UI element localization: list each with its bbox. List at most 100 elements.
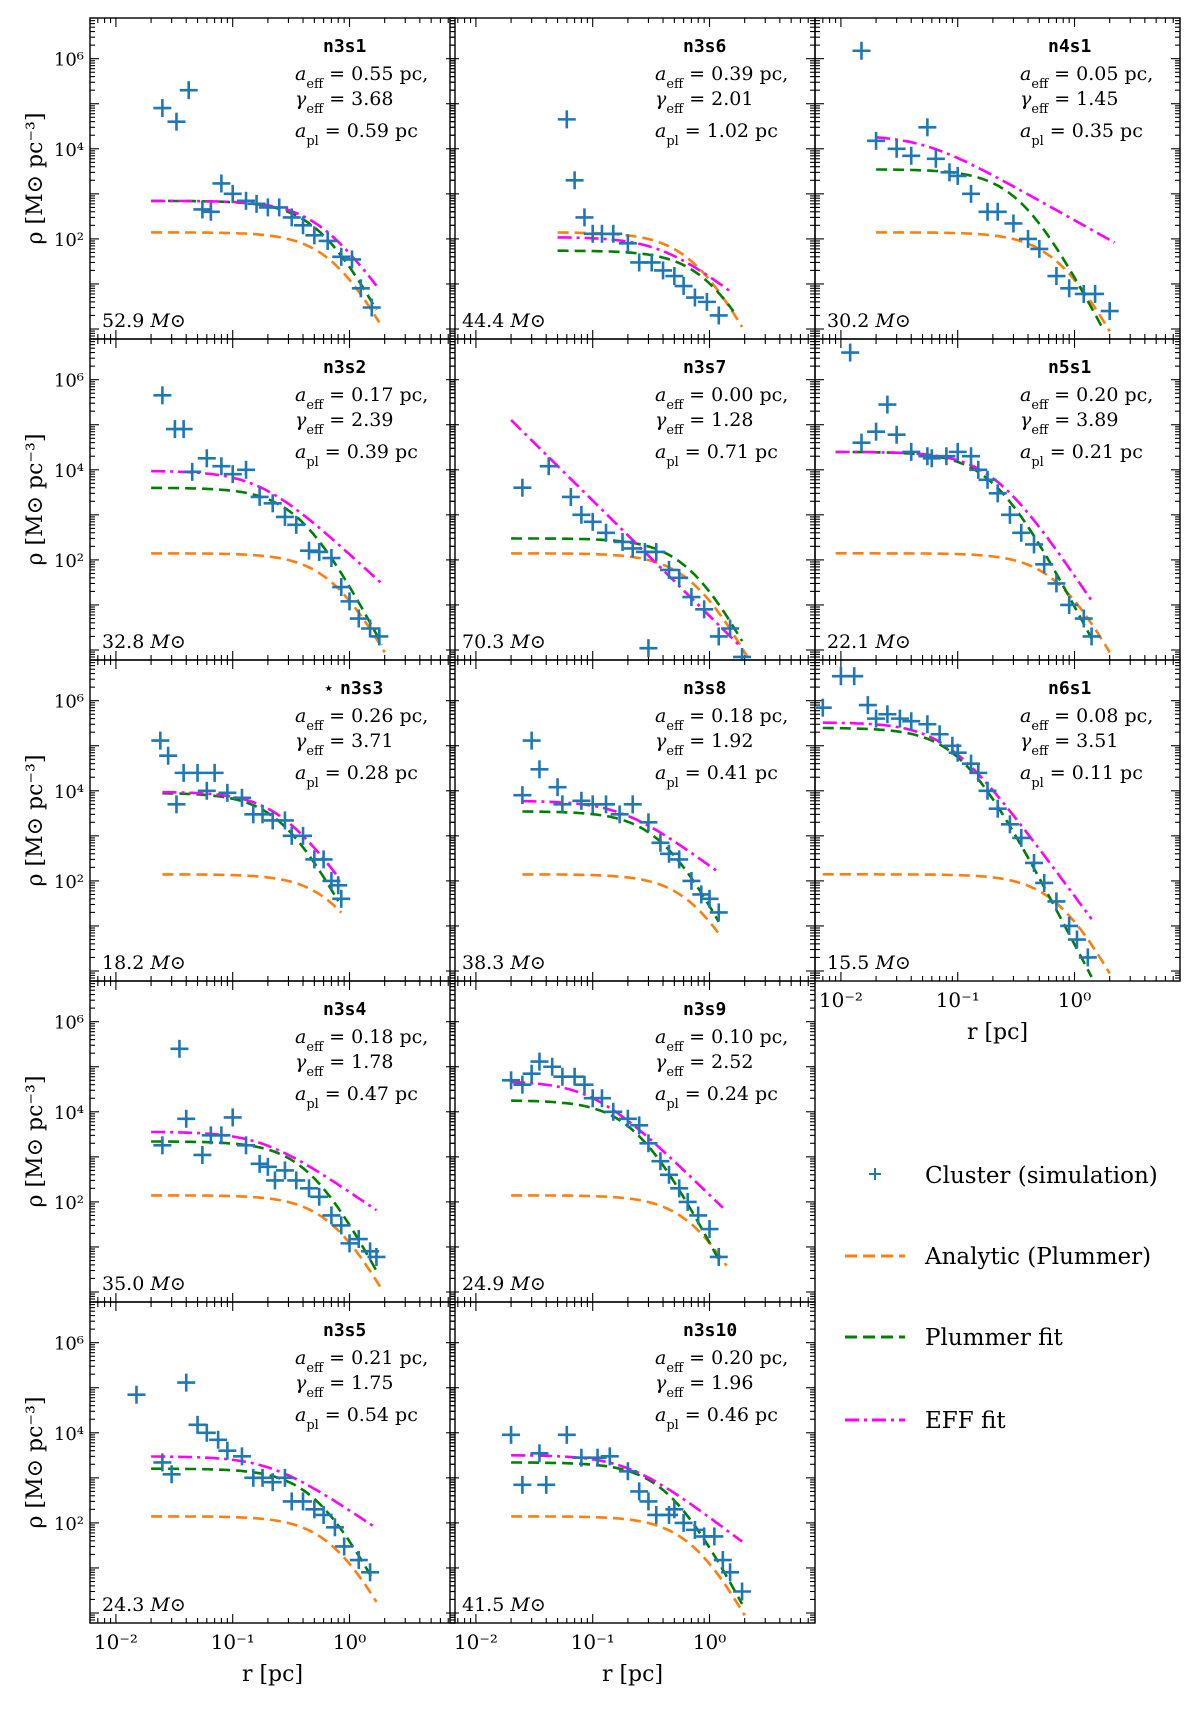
legend-label-plummer: Plummer fit (925, 1325, 1064, 1351)
x-axis-labels: 10⁻² 10⁻¹ 10⁰ r [pc] (454, 1630, 726, 1687)
panel-n3s1: n3s1 aeff = 0.55 pc,γeff = 3.68 apl = 0.59… (23, 17, 456, 340)
cluster-point (530, 1444, 549, 1463)
y-tick-label: 10⁶ (54, 1013, 84, 1034)
cluster-point (218, 1441, 237, 1460)
cluster-point (878, 395, 897, 414)
panel-name: n6s1 (1048, 678, 1091, 699)
panel-name: n3s2 (323, 357, 366, 378)
cluster-point (539, 457, 558, 476)
cluster-point (502, 1071, 521, 1090)
a-pl-label: apl = 0.24 pc (655, 1083, 778, 1112)
cluster-point (705, 1527, 724, 1546)
cluster-point (349, 609, 368, 628)
cluster-point (918, 715, 937, 734)
a-eff-label: aeff = 0.18 pc, (655, 705, 788, 734)
cluster-point (852, 41, 871, 60)
cluster-point (918, 118, 937, 137)
cluster-point (948, 442, 967, 461)
cluster-point (1012, 828, 1031, 847)
panels: n3s1 aeff = 0.55 pc,γeff = 3.68 apl = 0.59… (23, 17, 1181, 1687)
star-marker: ⋆ (323, 678, 340, 699)
analytic-plummer-curve (876, 231, 1111, 333)
analytic-plummer-curve (151, 552, 386, 654)
gamma-eff-label: γeff = 1.92 (655, 730, 753, 759)
cluster-point (890, 709, 909, 728)
panel-n3s6: n3s6 aeff = 0.39 pc,γeff = 2.01 apl = 1.02… (449, 17, 816, 340)
cluster-point (613, 532, 632, 551)
a-eff-label: aeff = 0.20 pc, (1020, 384, 1153, 413)
cluster-mass-label: 70.3 M⊙ (462, 631, 546, 653)
legend-label-analytic: Analytic (Plummer) (924, 1244, 1151, 1270)
cluster-point (153, 1453, 172, 1472)
cluster-point (1035, 555, 1054, 574)
cluster-point (561, 487, 580, 506)
cluster-point (170, 1039, 189, 1058)
a-pl-label: apl = 0.71 pc (655, 441, 778, 470)
analytic-plummer-curve (822, 872, 1111, 975)
cluster-point (937, 447, 956, 466)
cluster-points (153, 386, 389, 646)
cluster-point (522, 1064, 541, 1083)
gamma-eff-label: γeff = 2.01 (655, 88, 753, 117)
x-tick-label: 10⁻² (819, 988, 863, 1012)
y-tick-label: 10² (54, 872, 84, 893)
cluster-point (1067, 930, 1086, 949)
cluster-points (841, 343, 1101, 646)
cluster-point (902, 146, 921, 165)
cluster-points (127, 1373, 380, 1582)
cluster-point (670, 850, 689, 869)
cluster-point (205, 763, 224, 782)
panel-name-text: n3s10 (683, 1320, 737, 1341)
gamma-eff-label: γeff = 1.45 (1020, 88, 1118, 117)
cluster-point (349, 1551, 368, 1570)
a-eff-label: aeff = 0.18 pc, (295, 1026, 428, 1055)
cluster-point (310, 1187, 329, 1206)
analytic-plummer-curve (835, 551, 1111, 654)
cluster-point (197, 781, 216, 800)
y-axis-labels: 10⁶ 10⁴ 10² ρ [M⊙ pc⁻³] (23, 371, 84, 572)
cluster-point (361, 1563, 380, 1582)
cluster-point (212, 174, 231, 193)
plummer-fit-curve (162, 791, 340, 902)
y-tick-label: 10² (54, 1193, 84, 1214)
cluster-point (1000, 505, 1019, 524)
eff-fit-curve (835, 450, 1093, 602)
cluster-points (502, 1425, 752, 1601)
cluster-point (193, 200, 212, 219)
cluster-point (197, 449, 216, 468)
y-tick-label: 10⁴ (54, 1424, 84, 1445)
cluster-point (700, 889, 719, 908)
cluster-point (902, 712, 921, 731)
panel-name: n3s1 (323, 36, 366, 57)
y-tick-label: 10⁴ (54, 461, 84, 482)
cluster-points (153, 1039, 386, 1266)
cluster-point (318, 231, 337, 250)
y-axis-title: ρ [M⊙ pc⁻³] (23, 1076, 48, 1208)
a-eff-label: aeff = 0.08 pc, (1020, 705, 1153, 734)
cluster-points (852, 41, 1119, 321)
cluster-point (592, 1089, 611, 1108)
cluster-point (197, 1423, 216, 1442)
cluster-point (258, 1157, 277, 1176)
cluster-point (887, 425, 906, 444)
plummer-fit-curve (511, 537, 744, 642)
cluster-point (618, 1462, 637, 1481)
a-pl-label: apl = 0.28 pc (295, 762, 418, 791)
cluster-point (1047, 267, 1066, 286)
cluster-point (709, 306, 728, 325)
gamma-eff-label: γeff = 3.51 (1020, 730, 1118, 759)
x-tick-label: 10⁻¹ (211, 1630, 255, 1654)
cluster-point (159, 746, 178, 765)
cluster-point (922, 449, 941, 468)
cluster-point (557, 110, 576, 129)
axis-ticks (449, 338, 816, 661)
panel-frame (449, 1301, 816, 1624)
cluster-mass-label: 18.2 M⊙ (102, 952, 186, 974)
panel-frame (814, 659, 1181, 982)
panel-frame (89, 1301, 456, 1624)
cluster-point (275, 1161, 294, 1180)
cluster-point (674, 1513, 693, 1532)
cluster-point (600, 1447, 619, 1466)
panel-name-text: n3s6 (683, 36, 726, 57)
a-pl-label: apl = 1.02 pc (655, 120, 778, 149)
